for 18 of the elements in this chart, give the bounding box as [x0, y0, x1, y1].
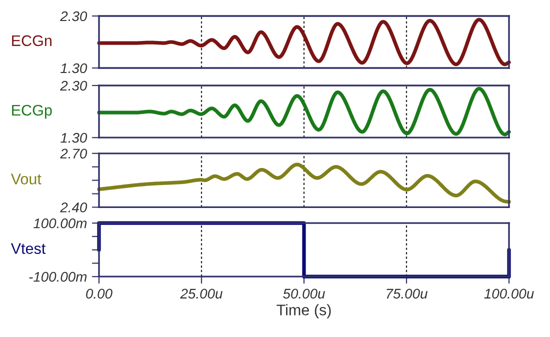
y-axis-title: ECGp [12, 104, 52, 119]
y-tick-label: 2.70 [60, 148, 88, 159]
y-tick-label: 1.30 [60, 63, 88, 74]
y-tick-label: 2.40 [60, 202, 88, 212]
y-axis-title: Vout [10, 174, 42, 184]
x-tick-label: 100.00u [484, 288, 534, 299]
y-axis-title: ECGn [12, 35, 52, 46]
x-tick-label: 50.00u [283, 288, 325, 299]
x-axis-title: Time (s) [276, 304, 331, 318]
y-tick-label: 2.30 [60, 80, 88, 91]
y-axis-title: Vtest [10, 243, 46, 254]
x-tick-label: 0.00 [86, 288, 112, 299]
x-tick-label: 25.00u [180, 288, 222, 299]
x-tick-label: 75.00u [386, 288, 428, 299]
y-tick-label: -100.00m [29, 272, 87, 282]
y-tick-label: 1.30 [60, 132, 88, 143]
y-tick-label: 2.30 [60, 11, 88, 22]
y-tick-label: 100.00m [34, 218, 87, 228]
